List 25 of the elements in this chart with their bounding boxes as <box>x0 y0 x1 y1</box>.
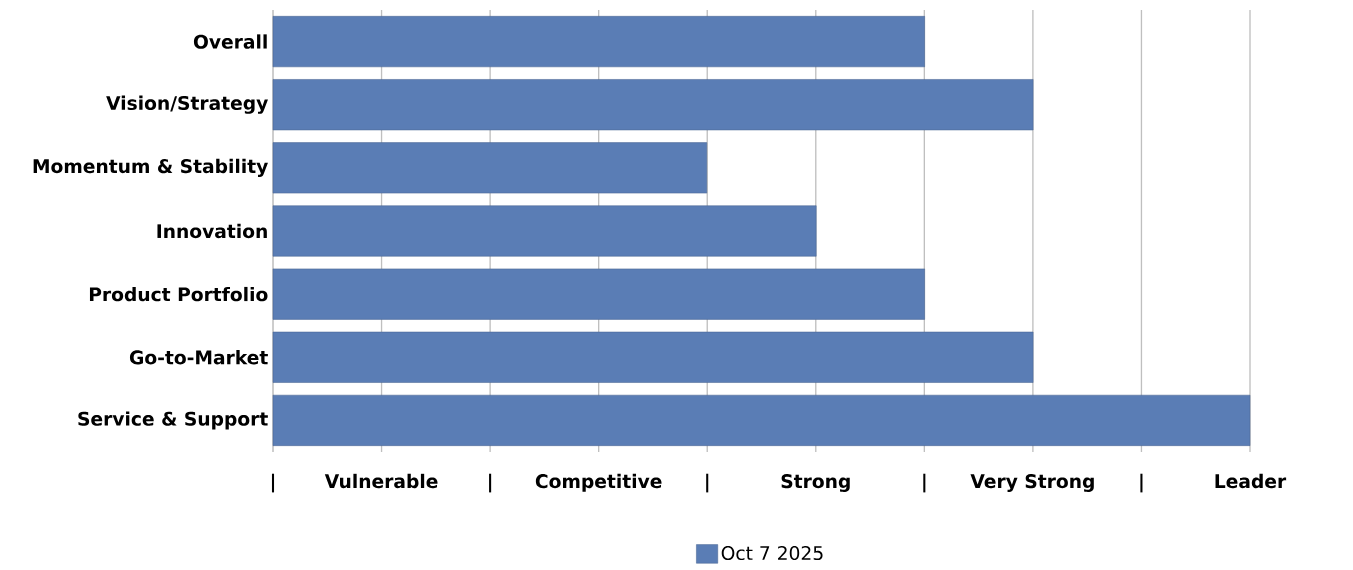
legend-label: Oct 7 2025 <box>721 545 823 561</box>
bar <box>272 79 1034 131</box>
y-tick-label: Overall <box>193 34 267 49</box>
y-tick-label: Vision/Strategy <box>106 95 268 114</box>
text: Very Strong <box>970 474 1094 493</box>
text: Leader <box>1215 473 1287 489</box>
text: Competitive <box>535 473 662 492</box>
bar <box>272 268 925 320</box>
text: Vulnerable <box>324 473 438 489</box>
text: | <box>489 473 492 493</box>
y-tick-label: Innovation <box>157 223 267 239</box>
text: Strong <box>781 474 850 493</box>
y-tick-label: Go-to-Market <box>129 350 268 365</box>
y-tick-label: Service & Support <box>78 411 268 430</box>
text: | <box>1140 473 1143 493</box>
text: | <box>271 473 275 493</box>
bar <box>272 205 817 257</box>
text: | <box>923 473 926 493</box>
y-tick-label: Product Portfolio <box>89 286 268 302</box>
bar <box>272 394 1251 446</box>
text: | <box>706 473 709 493</box>
bar <box>272 142 708 194</box>
bar <box>272 331 1034 383</box>
bar <box>272 16 925 68</box>
y-tick-label: Momentum & Stability <box>33 158 268 177</box>
